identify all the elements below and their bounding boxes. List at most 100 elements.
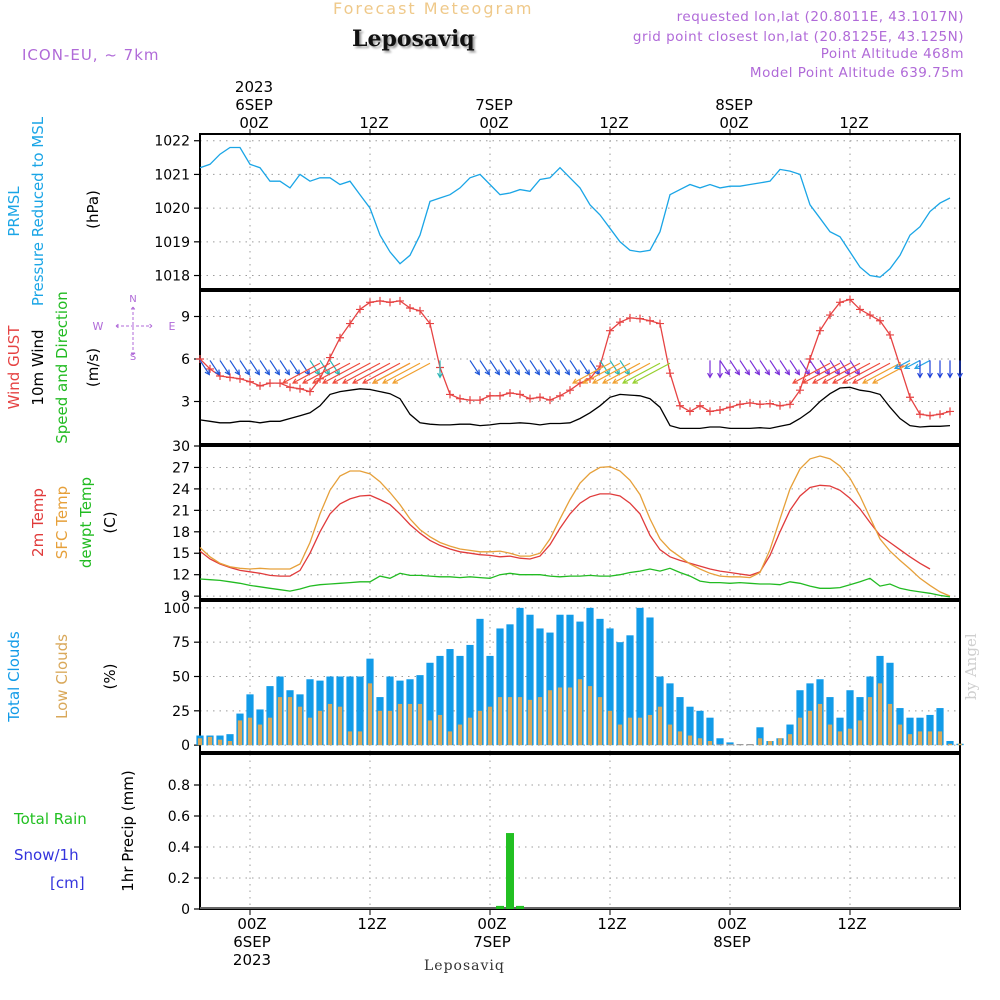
low-cloud-bar (197, 738, 203, 746)
panel-label: Wind GUST (5, 325, 23, 410)
low-cloud-bar (267, 717, 273, 746)
panel-frame-pressure (199, 133, 961, 290)
gust-marker (756, 400, 764, 409)
wind-direction-arrow (479, 360, 491, 376)
panel-label: PRMSL (5, 186, 23, 237)
y-tick-label: 1022 (154, 134, 190, 150)
gust-marker (256, 381, 264, 390)
total-cloud-bar (556, 614, 564, 746)
wind-direction-arrow (519, 360, 531, 376)
gust-marker (926, 411, 934, 420)
wind-direction-arrow (259, 360, 271, 376)
series-line-dewpt-temp (199, 567, 951, 598)
low-cloud-bar (237, 720, 243, 746)
low-cloud-bar (657, 706, 663, 746)
grid-point-location: grid point closest lon,lat (20.8125E, 43… (632, 29, 964, 45)
low-cloud-bar (447, 731, 453, 746)
wind-direction-arrow (601, 362, 641, 384)
panel-label-rain: Total Rain (13, 810, 87, 828)
y-tick-label: 0.4 (168, 840, 190, 856)
total-cloud-bar (486, 655, 494, 746)
gust-marker (856, 305, 864, 314)
gust-marker (866, 311, 874, 320)
total-cloud-bar (226, 734, 234, 746)
wind-direction-arrow (341, 362, 381, 384)
bottom-time-label: 12Z (597, 915, 626, 933)
low-cloud-bar (327, 703, 333, 746)
y-tick-label: 18 (172, 525, 190, 541)
wind-direction-arrow (621, 362, 661, 384)
bottom-time-label: 12Z (837, 915, 866, 933)
total-cloud-bar (516, 607, 524, 746)
total-cloud-bar (946, 741, 954, 746)
total-cloud-bar (936, 708, 944, 746)
low-cloud-bar (697, 738, 703, 746)
wind-direction-arrow (529, 360, 541, 376)
wind-direction-arrow (581, 362, 621, 384)
gust-marker (486, 391, 494, 400)
wind-direction-arrow (311, 362, 351, 384)
bottom-time-label: 00Z (477, 915, 506, 933)
gust-marker (816, 326, 824, 335)
bottom-time-label: 00Z (237, 915, 266, 933)
gust-marker (606, 326, 614, 335)
wind-direction-arrow (279, 360, 291, 376)
bottom-time-label: 00Z (717, 915, 746, 933)
gust-marker (376, 296, 384, 305)
low-cloud-bar (407, 703, 413, 746)
low-cloud-bar (497, 697, 503, 746)
gust-marker (206, 364, 214, 373)
panel-label: 2m Temp (29, 488, 47, 557)
wind-direction-arrow (809, 360, 821, 376)
y-tick-label: 15 (172, 546, 190, 562)
wind-direction-arrow (579, 360, 591, 376)
top-time-label: 7SEP (475, 96, 513, 114)
gust-marker (946, 407, 954, 416)
rain-bar (496, 905, 504, 909)
gust-marker (396, 296, 404, 305)
wind-direction-arrow (811, 362, 851, 384)
y-tick-label: 50 (172, 670, 190, 686)
point-altitude: Point Altitude 468m (820, 46, 964, 62)
wind-direction-arrow (821, 362, 861, 384)
low-cloud-bar (287, 697, 293, 746)
gust-marker (656, 319, 664, 328)
gust-marker (266, 379, 274, 388)
low-cloud-bar (207, 736, 213, 746)
rain-bar (506, 833, 514, 909)
low-cloud-bar (457, 724, 463, 746)
low-cloud-bar (247, 717, 253, 746)
total-cloud-bar (916, 717, 924, 746)
wind-direction-arrow (917, 360, 923, 379)
low-cloud-bar (527, 699, 533, 746)
low-cloud-bar (777, 738, 783, 746)
total-cloud-bar (666, 683, 674, 746)
low-cloud-bar (857, 720, 863, 746)
wind-direction-arrow (299, 360, 311, 376)
wind-direction-arrow (321, 362, 361, 384)
total-cloud-bar (446, 649, 454, 746)
wind-direction-arrow (937, 360, 943, 379)
total-cloud-bar (756, 727, 764, 746)
wind-direction-arrow (791, 362, 831, 384)
total-cloud-bar (506, 624, 514, 746)
wind-direction-arrow (841, 362, 881, 384)
wind-direction-arrow (229, 360, 241, 376)
gust-marker (336, 333, 344, 342)
gust-marker (476, 396, 484, 405)
low-cloud-bar (897, 724, 903, 746)
gust-marker (906, 393, 914, 402)
series-line-prmsl (199, 146, 951, 278)
low-cloud-bar (837, 731, 843, 746)
y-tick-label: 30 (172, 439, 190, 455)
low-cloud-bar (567, 687, 573, 746)
total-cloud-bar (906, 717, 914, 746)
low-cloud-bar (597, 697, 603, 746)
wind-direction-arrow (801, 362, 841, 384)
y-tick-label: 12 (172, 568, 190, 584)
panel-label: 10m Wind (29, 329, 47, 405)
low-cloud-bar (517, 697, 523, 746)
low-cloud-bar (277, 697, 283, 746)
y-tick-label: 9 (181, 589, 190, 605)
